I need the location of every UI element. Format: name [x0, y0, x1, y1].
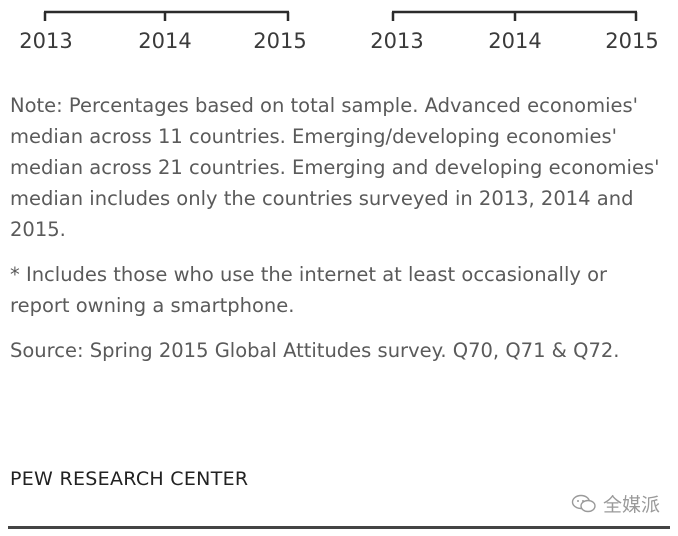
right-tick-label: 2013	[370, 29, 423, 53]
watermark: 全媒派	[571, 490, 660, 517]
asterisk-note: * Includes those who use the internet at…	[10, 263, 608, 317]
right-chart-axis: 2013 2014 2015	[370, 10, 659, 53]
chart-axes: 2013 2014 2015 2013 2014 2015	[19, 10, 659, 53]
right-tick-label: 2014	[488, 29, 541, 53]
wechat-icon	[571, 494, 596, 512]
left-tick-label: 2013	[19, 29, 72, 53]
left-chart-axis: 2013 2014 2015	[19, 10, 307, 53]
left-tick-label: 2014	[138, 29, 191, 53]
brand-name: PEW RESEARCH CENTER	[10, 468, 249, 490]
bottom-divider	[8, 526, 670, 529]
footnotes: Note: Percentages based on total sample.…	[10, 90, 670, 380]
note-text: Note: Percentages based on total sample.…	[10, 94, 660, 241]
watermark-text: 全媒派	[602, 494, 660, 516]
right-tick-label: 2015	[605, 29, 658, 53]
left-tick-label: 2015	[253, 29, 306, 53]
source-text: Source: Spring 2015 Global Attitudes sur…	[10, 339, 620, 362]
